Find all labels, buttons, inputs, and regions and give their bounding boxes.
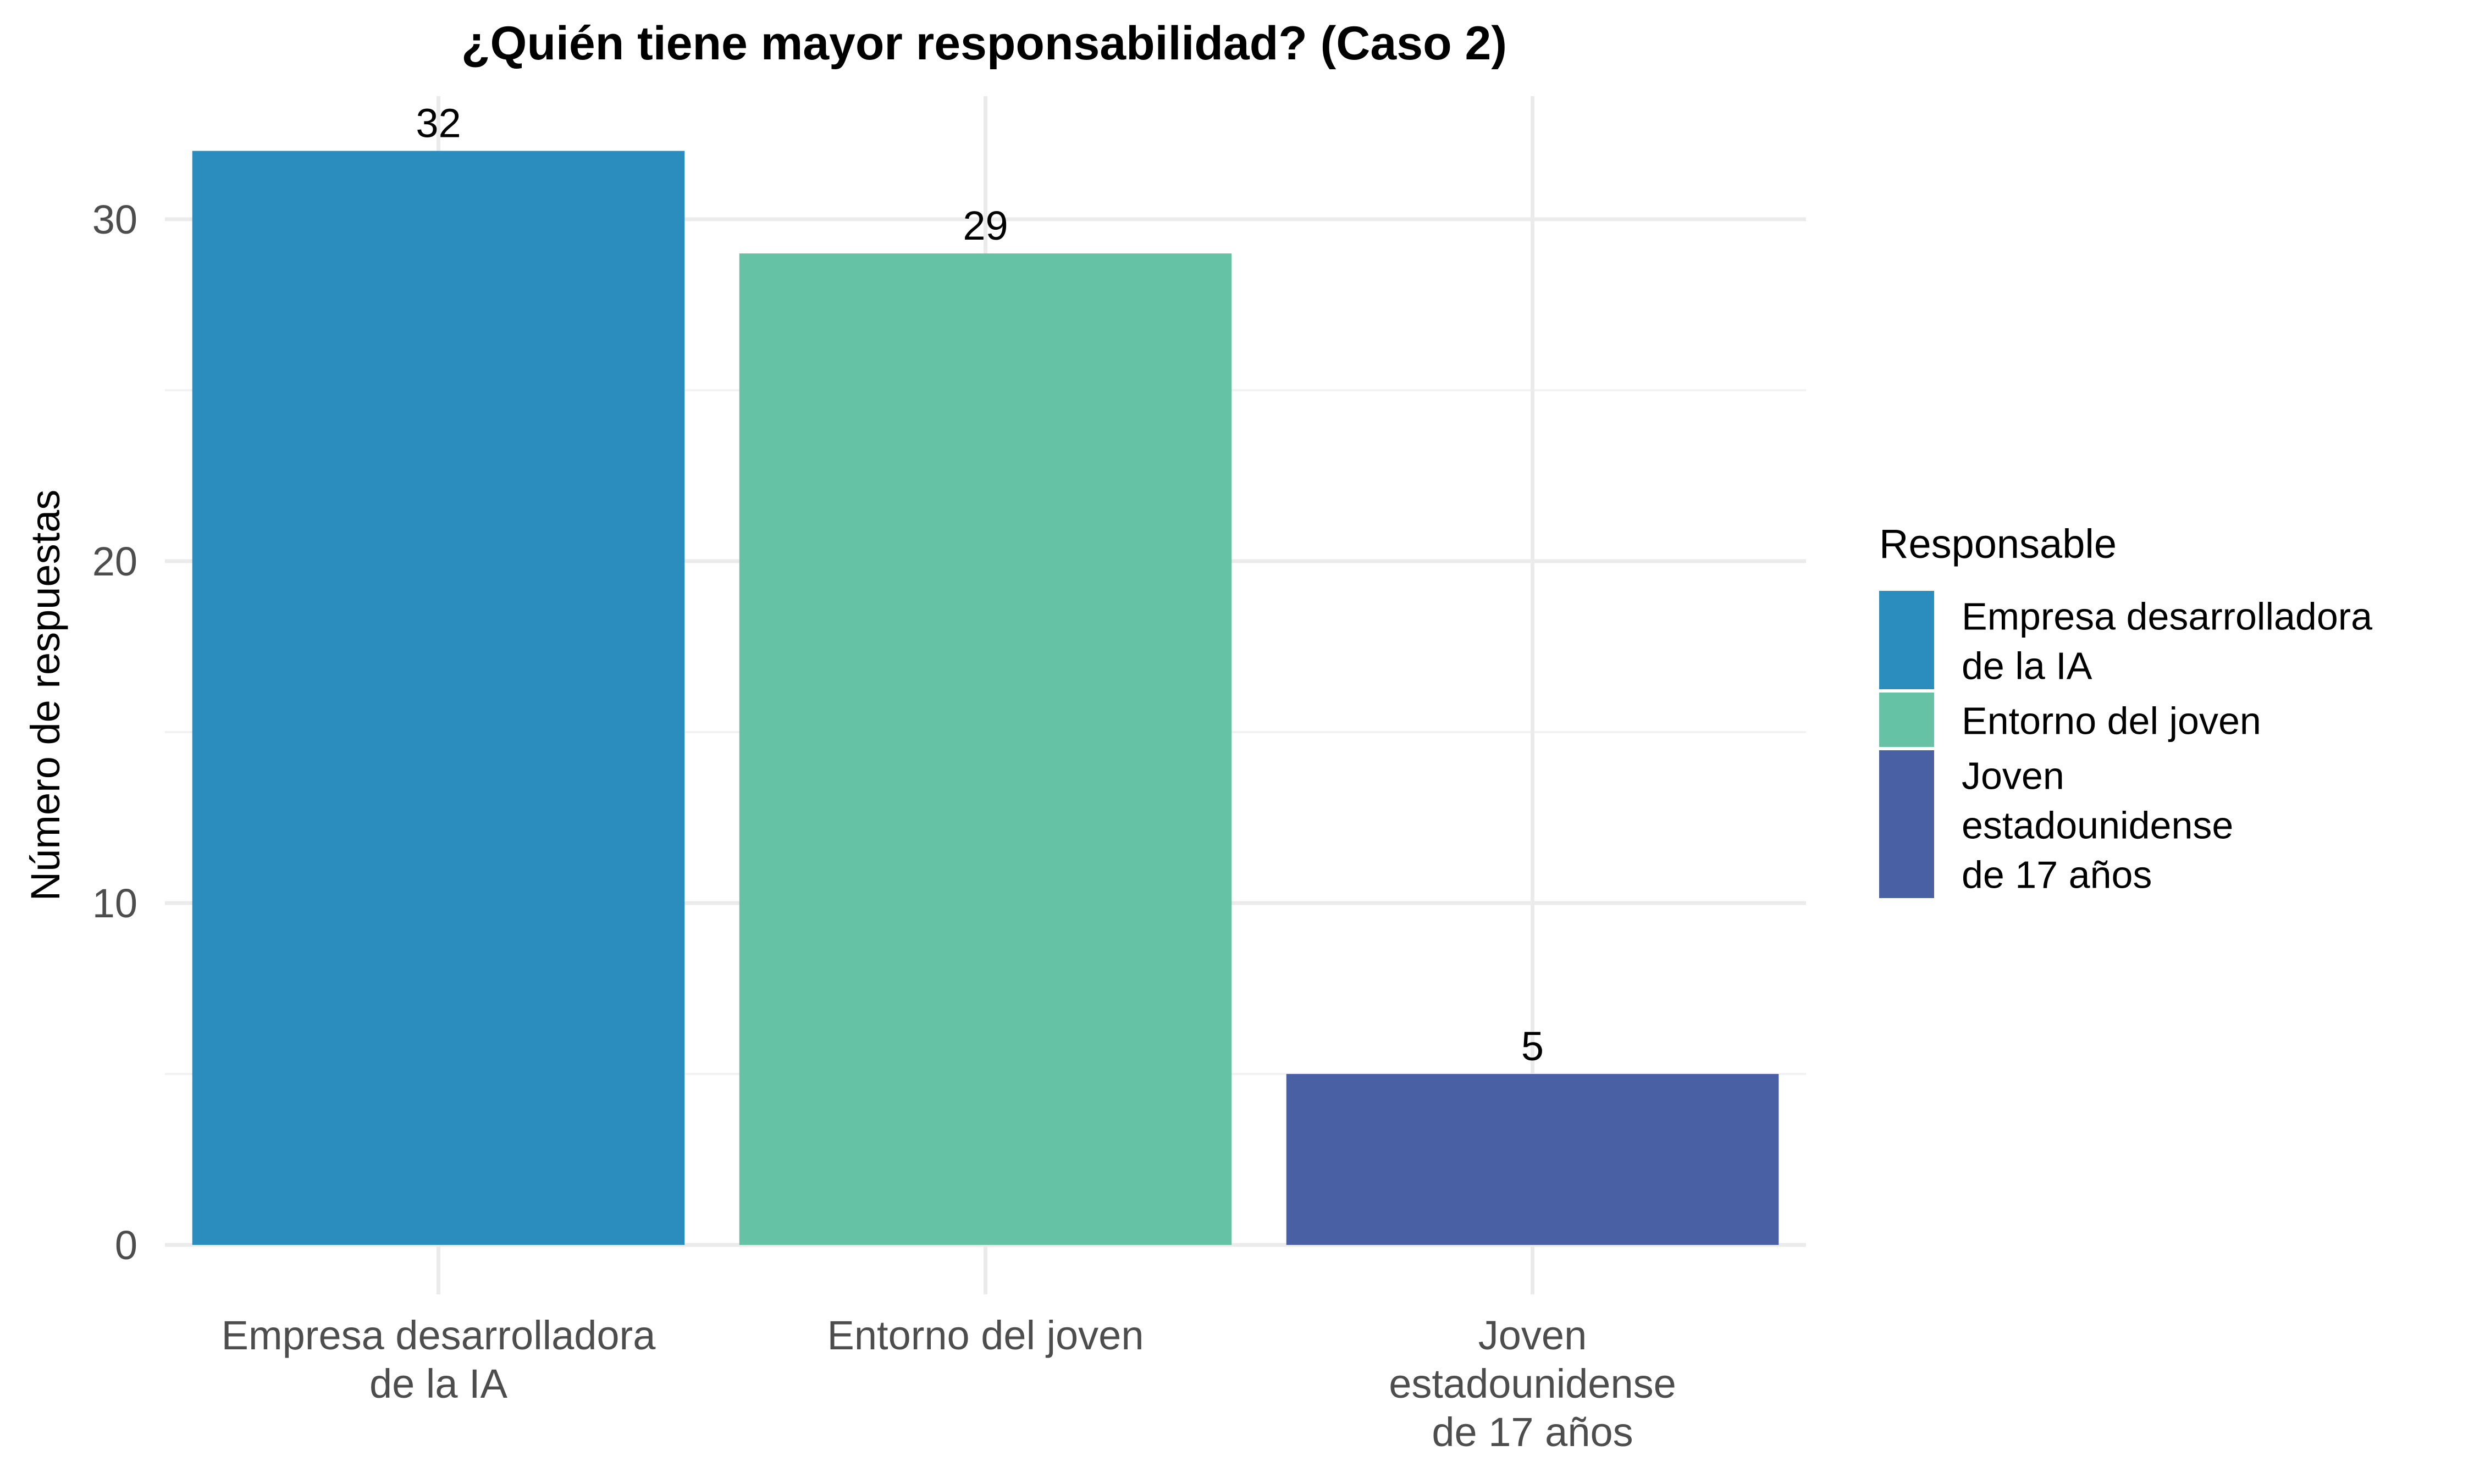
data-label: 32: [416, 101, 461, 146]
bar: [739, 253, 1232, 1245]
bar: [1286, 1073, 1779, 1245]
legend-label: Entorno del joven: [1962, 700, 2261, 743]
legend-label: Empresa desarrolladora: [1962, 595, 2372, 638]
legend-key: [1879, 750, 1934, 898]
x-tick-label: estadounidense: [1389, 1361, 1676, 1407]
y-tick-label: 10: [92, 881, 137, 926]
y-tick-label: 30: [92, 197, 137, 242]
chart-title: ¿Quién tiene mayor responsabilidad? (Cas…: [461, 17, 1507, 70]
legend-label: de 17 años: [1962, 854, 2152, 896]
data-label: 29: [963, 203, 1008, 248]
x-tick-label: de 17 años: [1432, 1409, 1633, 1455]
x-tick-label: Entorno del joven: [827, 1313, 1144, 1358]
x-tick-label: Empresa desarrolladora: [222, 1313, 656, 1358]
legend-label: de la IA: [1962, 645, 2092, 688]
legend-label: estadounidense: [1962, 804, 2233, 847]
data-label: 5: [1521, 1023, 1544, 1069]
legend-label: Joven: [1962, 755, 2064, 798]
legend-key: [1879, 591, 1934, 689]
bar: [192, 151, 685, 1245]
y-axis-label: Número de respuestas: [23, 490, 68, 901]
y-tick-label: 20: [92, 539, 137, 584]
x-tick-label: Joven: [1478, 1313, 1587, 1358]
y-tick-label: 0: [115, 1222, 137, 1268]
legend-key: [1879, 693, 1934, 747]
x-tick-label: de la IA: [369, 1361, 508, 1407]
legend: Responsable Empresa desarrolladora de la …: [1879, 521, 2372, 898]
legend-title: Responsable: [1879, 521, 2117, 567]
